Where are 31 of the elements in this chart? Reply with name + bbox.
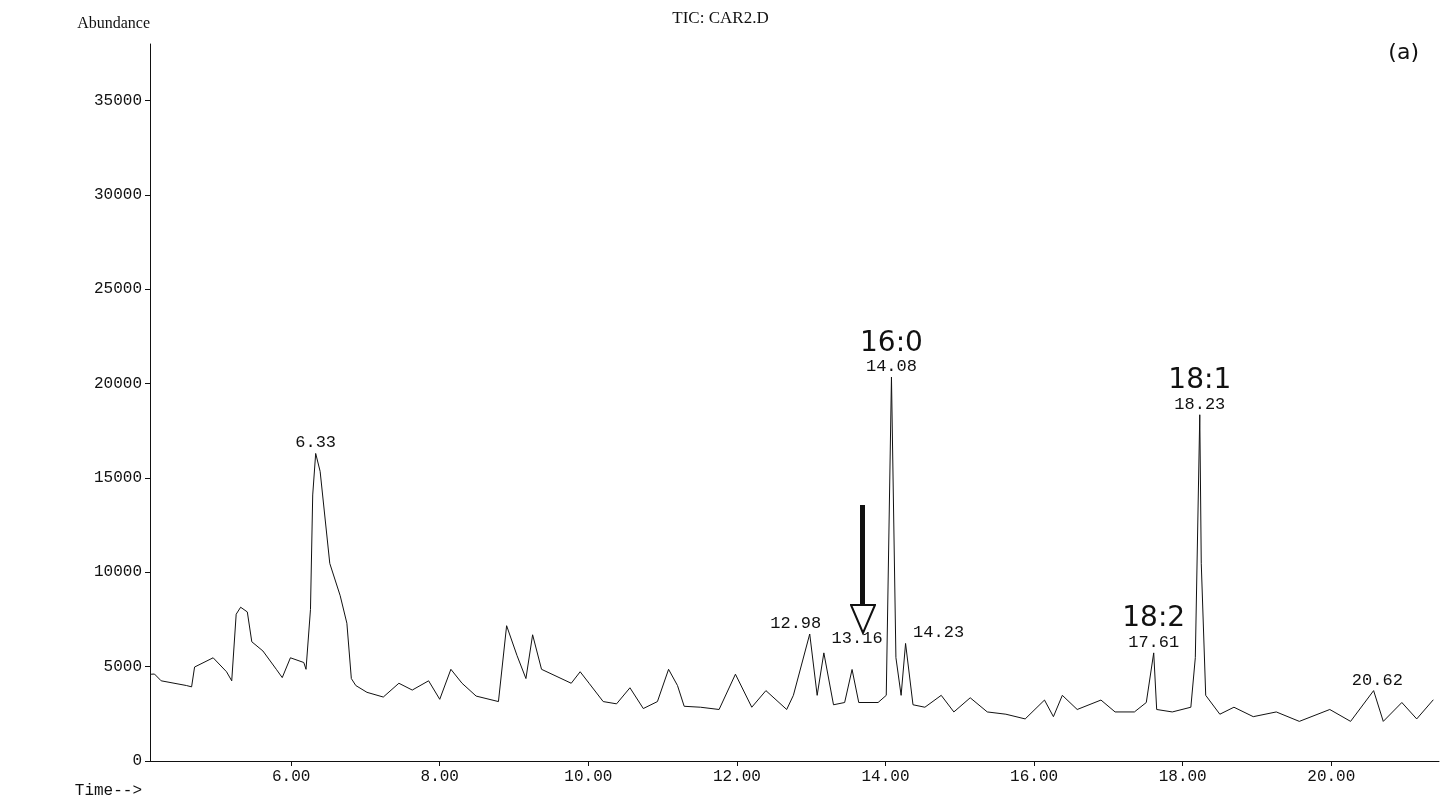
annotation: 16:0	[860, 324, 923, 358]
x-tick-label: 16.00	[1010, 768, 1059, 786]
x-tick-label: 8.00	[420, 768, 459, 786]
y-tick-label: 20000	[93, 374, 142, 393]
x-tick-label: 12.00	[712, 768, 761, 786]
annotation: 17.61	[1128, 632, 1180, 652]
annotation: 18.23	[1174, 394, 1226, 414]
x-axis-title: Time-->	[74, 782, 142, 800]
x-tick-label: 14.00	[861, 768, 910, 786]
y-tick-label: 25000	[93, 280, 142, 299]
y-tick-label: 10000	[93, 563, 142, 582]
x-tick-label: 10.00	[564, 768, 613, 786]
x-tick-label: 20.00	[1307, 768, 1356, 786]
y-tick-label: 15000	[93, 468, 142, 487]
y-tick-label: 5000	[103, 657, 142, 676]
annotation: 14.23	[913, 623, 965, 643]
chart-title: TIC: CAR2.D	[672, 8, 769, 27]
annotation: (a)	[1388, 38, 1420, 64]
y-tick-label: 35000	[93, 91, 142, 110]
x-tick-label: 6.00	[271, 768, 311, 786]
y-tick-label: 30000	[93, 185, 142, 204]
annotation: 18:1	[1168, 362, 1232, 396]
annotation: 13.16	[831, 628, 883, 648]
annotation: 14.08	[865, 357, 917, 377]
annotation: 18:2	[1122, 600, 1186, 634]
x-tick-label: 18.00	[1158, 768, 1207, 786]
y-axis-title: Abundance	[77, 13, 150, 31]
y-tick-label: 0	[132, 752, 142, 770]
annotation: 12.98	[770, 614, 822, 634]
annotation: 6.33	[295, 433, 337, 453]
annotation: 20.62	[1351, 670, 1403, 690]
